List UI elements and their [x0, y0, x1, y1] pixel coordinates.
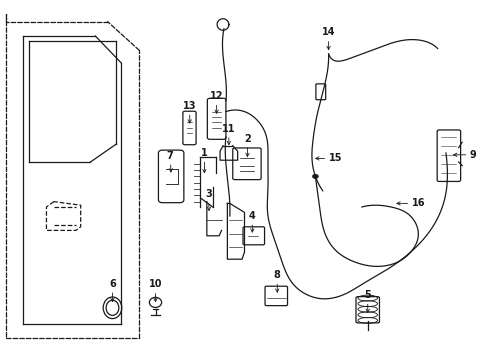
Text: 1: 1 — [201, 148, 207, 173]
Text: 15: 15 — [315, 153, 342, 163]
Text: 4: 4 — [248, 211, 255, 232]
Text: 14: 14 — [321, 27, 335, 50]
Text: 9: 9 — [453, 150, 476, 160]
Text: 7: 7 — [166, 151, 173, 172]
Text: 8: 8 — [273, 270, 280, 292]
Text: 3: 3 — [204, 189, 211, 211]
Text: 13: 13 — [183, 101, 196, 123]
Text: 10: 10 — [148, 279, 162, 302]
Text: 2: 2 — [244, 134, 250, 157]
Text: 5: 5 — [364, 290, 370, 312]
Text: 6: 6 — [109, 279, 116, 302]
Text: 16: 16 — [396, 198, 425, 208]
Text: 12: 12 — [209, 91, 223, 113]
Text: 11: 11 — [222, 123, 235, 145]
Circle shape — [312, 174, 318, 179]
